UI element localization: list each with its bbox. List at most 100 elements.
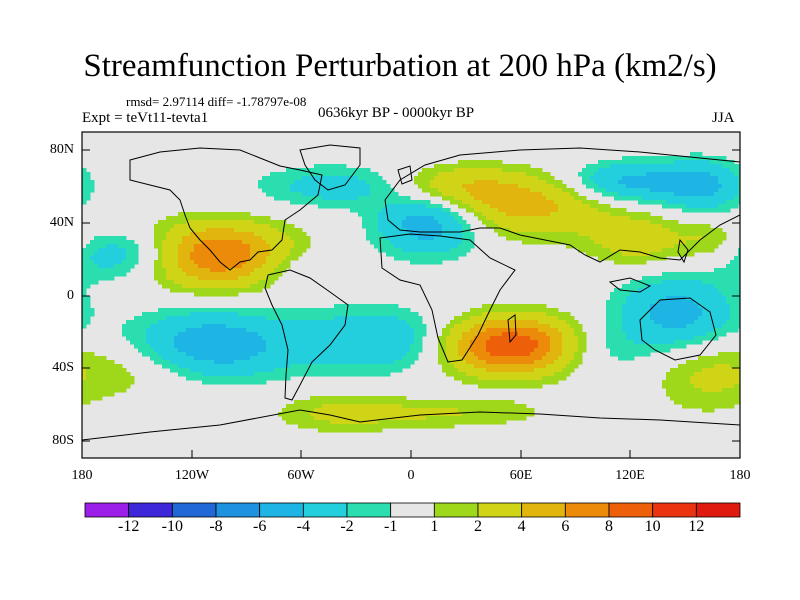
field-cell: [442, 336, 447, 341]
field-cell: [246, 312, 251, 317]
field-cell: [486, 304, 491, 309]
field-cell: [530, 188, 535, 193]
field-cell: [90, 180, 95, 185]
field-cell: [86, 296, 91, 301]
field-cell: [642, 224, 647, 229]
field-cell: [462, 320, 467, 325]
field-cell: [626, 300, 631, 305]
field-cell: [734, 320, 739, 325]
field-cell: [714, 192, 719, 197]
field-cell: [702, 276, 707, 281]
field-cell: [434, 176, 439, 181]
field-cell: [498, 352, 503, 357]
field-cell: [446, 216, 451, 221]
field-cell: [418, 340, 423, 345]
field-cell: [398, 220, 403, 225]
field-cell: [654, 292, 659, 297]
field-cell: [274, 172, 279, 177]
field-cell: [310, 320, 315, 325]
field-cell: [210, 292, 215, 297]
field-cell: [270, 308, 275, 313]
field-cell: [586, 216, 591, 221]
field-cell: [290, 192, 295, 197]
field-cell: [534, 212, 539, 217]
field-cell: [178, 224, 183, 229]
field-cell: [546, 236, 551, 241]
field-cell: [522, 176, 527, 181]
field-cell: [270, 172, 275, 177]
field-cell: [534, 312, 539, 317]
field-cell: [238, 264, 243, 269]
field-cell: [526, 220, 531, 225]
field-cell: [490, 356, 495, 361]
field-cell: [286, 192, 291, 197]
field-cell: [586, 232, 591, 237]
field-cell: [678, 308, 683, 313]
period-label: 0636kyr BP - 0000kyr BP: [318, 105, 475, 121]
field-cell: [546, 312, 551, 317]
field-cell: [450, 252, 455, 257]
field-cell: [430, 168, 435, 173]
field-cell: [738, 304, 740, 309]
field-cell: [554, 332, 559, 337]
field-cell: [122, 264, 127, 269]
field-cell: [110, 272, 115, 277]
field-cell: [486, 316, 491, 321]
field-cell: [110, 268, 115, 273]
field-cell: [242, 244, 247, 249]
field-cell: [290, 328, 295, 333]
field-cell: [278, 324, 283, 329]
field-cell: [682, 228, 687, 233]
field-cell: [262, 356, 267, 361]
field-cell: [558, 236, 563, 241]
field-cell: [90, 308, 95, 313]
field-cell: [666, 288, 671, 293]
field-cell: [654, 304, 659, 309]
field-cell: [674, 324, 679, 329]
field-cell: [342, 312, 347, 317]
field-cell: [202, 328, 207, 333]
field-cell: [666, 172, 671, 177]
field-cell: [314, 176, 319, 181]
field-cell: [474, 168, 479, 173]
field-cell: [698, 196, 703, 201]
field-cell: [662, 220, 667, 225]
field-cell: [218, 340, 223, 345]
field-cell: [250, 244, 255, 249]
field-cell: [190, 260, 195, 265]
field-cell: [174, 308, 179, 313]
field-cell: [578, 172, 583, 177]
field-cell: [546, 308, 551, 313]
field-cell: [298, 352, 303, 357]
field-cell: [326, 192, 331, 197]
field-cell: [670, 320, 675, 325]
field-cell: [82, 248, 87, 253]
field-cell: [242, 260, 247, 265]
field-cell: [426, 168, 431, 173]
field-cell: [402, 312, 407, 317]
field-cell: [286, 172, 291, 177]
field-cell: [346, 204, 351, 209]
field-cell: [226, 252, 231, 257]
field-cell: [710, 180, 715, 185]
field-cell: [250, 312, 255, 317]
field-cell: [394, 348, 399, 353]
field-cell: [634, 196, 639, 201]
field-cell: [458, 232, 463, 237]
field-cell: [694, 340, 699, 345]
field-cell: [330, 324, 335, 329]
field-cell: [714, 204, 719, 209]
field-cell: [622, 344, 627, 349]
field-cell: [378, 188, 383, 193]
field-cell: [246, 348, 251, 353]
field-cell: [706, 168, 711, 173]
field-cell: [702, 228, 707, 233]
field-cell: [522, 324, 527, 329]
field-cell: [614, 208, 619, 213]
field-cell: [310, 200, 315, 205]
field-cell: [130, 248, 135, 253]
field-cell: [698, 292, 703, 297]
field-cell: [462, 180, 467, 185]
field-cell: [562, 220, 567, 225]
field-cell: [702, 296, 707, 301]
